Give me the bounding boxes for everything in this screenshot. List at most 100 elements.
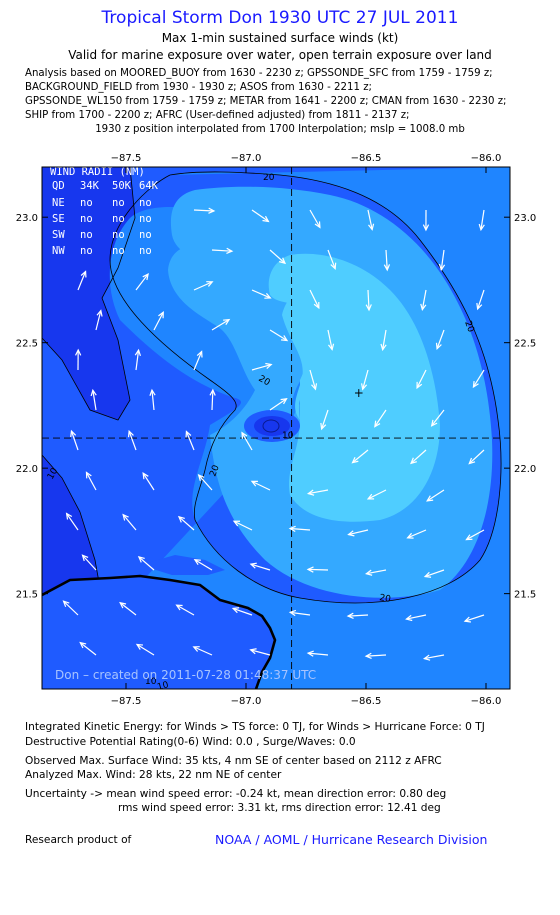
- contour-line-20: [169, 171, 502, 604]
- wind-arrow-head: [142, 472, 149, 480]
- wind-arrow-head: [405, 614, 413, 622]
- wind-arrow: [366, 489, 387, 500]
- wind-arrow-head: [209, 388, 216, 396]
- wind-arrow-shaft: [466, 529, 485, 541]
- wind-radii-cell: no: [112, 245, 125, 257]
- dpr-line: Destructive Potential Rating(0-6) Wind: …: [25, 736, 356, 748]
- wind-arrow: [468, 449, 485, 465]
- wind-radii-cell: no: [139, 245, 152, 257]
- wind-arrow-shaft: [193, 209, 215, 212]
- wind-arrow: [74, 348, 82, 371]
- fill-level-4: [268, 253, 440, 522]
- wind-arrow-head: [438, 263, 446, 272]
- wind-arrow: [364, 569, 387, 576]
- wind-arrow: [406, 529, 427, 539]
- wind-arrow: [209, 388, 216, 411]
- wind-arrow-head: [383, 264, 391, 272]
- wind-arrow-head: [135, 643, 144, 650]
- wind-arrow-head: [127, 429, 134, 438]
- ike-line: Integrated Kinetic Energy: for Winds > T…: [25, 721, 485, 733]
- wind-arrow: [65, 512, 79, 531]
- wind-arrow: [85, 471, 97, 491]
- wind-arrow-shaft: [406, 614, 427, 620]
- wind-arrow: [420, 289, 427, 312]
- y-tick-label-right: 22.0: [514, 464, 536, 475]
- x-tick-label-top: −87.0: [231, 153, 262, 164]
- analysis-line: SHIP from 1700 - 2200 z; AFRC (User-defi…: [25, 110, 410, 121]
- wind-arrow-head: [364, 652, 372, 659]
- x-tick-label-top: −86.5: [351, 153, 382, 164]
- wind-arrow-shaft: [211, 389, 214, 411]
- wind-arrow-head: [206, 281, 214, 287]
- wind-arrow: [463, 614, 485, 623]
- credit-text: Don – created on 2011-07-28 01:48:37 UTC: [55, 668, 316, 682]
- wind-arrow-shaft: [194, 559, 213, 571]
- map-frame: [41, 166, 511, 690]
- y-tick-label-left: 22.5: [16, 339, 38, 350]
- wind-arrow-shaft: [153, 312, 164, 331]
- center-ring-inner: [262, 419, 280, 433]
- wind-radii-table: QD 34K 50K 64K NE no no no SE no no no SW no no no NW no n…: [52, 180, 159, 257]
- wind-arrow-head: [306, 650, 314, 657]
- wind-arrow: [62, 600, 79, 616]
- wind-arrow-head: [90, 388, 97, 397]
- x-tick-label-top: −87.5: [111, 153, 142, 164]
- wind-arrow-shaft: [308, 489, 329, 495]
- wind-arrow-shaft: [382, 329, 387, 350]
- y-tick-label-right: 22.5: [514, 339, 536, 350]
- wind-arrow-head: [197, 474, 205, 482]
- wind-arrow-head: [406, 532, 414, 539]
- wind-radii-cell: no: [112, 213, 125, 225]
- wind-arrow-shaft: [321, 409, 329, 430]
- wind-radii-title: WIND RADII (NM): [50, 166, 145, 178]
- wind-arrow-head: [262, 215, 270, 223]
- noaa-aoml-hrd-link[interactable]: NOAA / AOML / Hurricane Research Divisio…: [215, 832, 488, 847]
- wind-arrow: [422, 209, 430, 232]
- wind-arrow-head: [232, 520, 241, 527]
- wind-arrow-head: [426, 495, 434, 502]
- wind-radii-cell: no: [139, 197, 152, 209]
- wind-arrow-shaft: [269, 329, 288, 342]
- wind-arrow-shaft: [251, 480, 271, 491]
- wind-arrow-head: [177, 515, 185, 523]
- wind-arrow: [142, 472, 155, 491]
- wind-radii-cell: SE: [52, 213, 65, 225]
- wind-arrow: [249, 562, 271, 571]
- wind-arrow: [361, 369, 369, 391]
- wind-arrow-head: [96, 309, 103, 317]
- wind-arrow-head: [137, 555, 145, 563]
- wind-arrow-shaft: [151, 390, 155, 411]
- wind-arrow-shaft: [119, 602, 137, 616]
- wind-arrow: [185, 430, 195, 451]
- wind-arrow: [426, 489, 445, 502]
- wind-arrow: [351, 449, 369, 464]
- wind-arrow: [177, 515, 195, 531]
- chart-subtitle: Max 1-min sustained surface winds (kt): [161, 31, 399, 45]
- wind-arrow-head: [330, 262, 337, 270]
- axis-ticks: −87.5 −87.5 −87.0 −87.0 −86.5 −86.5 −86.0 −86.0…: [16, 153, 537, 707]
- wind-arrow-shaft: [128, 431, 137, 451]
- wind-arrow: [347, 529, 369, 537]
- wind-arrow: [380, 329, 387, 352]
- wind-arrow: [383, 249, 391, 272]
- wind-arrow: [367, 209, 375, 231]
- wind-arrow-head: [430, 419, 438, 427]
- wind-arrow: [405, 614, 427, 622]
- chart-title: Tropical Storm Don 1930 UTC 27 JUL 2011: [101, 8, 459, 28]
- wind-arrow: [320, 409, 329, 431]
- wind-arrow-shaft: [347, 614, 369, 617]
- research-product-label: Research product of: [25, 834, 132, 846]
- wind-arrow-head: [80, 270, 87, 278]
- wind-arrow-head: [380, 343, 387, 352]
- wind-arrow: [193, 281, 214, 291]
- wind-arrow: [197, 474, 213, 491]
- wind-arrow-head: [280, 335, 289, 342]
- wind-arrow-shaft: [251, 289, 271, 299]
- wind-arrow-head: [208, 207, 216, 214]
- wind-arrow-shaft: [477, 289, 485, 310]
- wind-arrow-shaft: [308, 652, 329, 656]
- wind-arrow-shaft: [327, 329, 333, 350]
- wind-arrow-head: [122, 513, 129, 521]
- wind-arrow: [249, 648, 271, 656]
